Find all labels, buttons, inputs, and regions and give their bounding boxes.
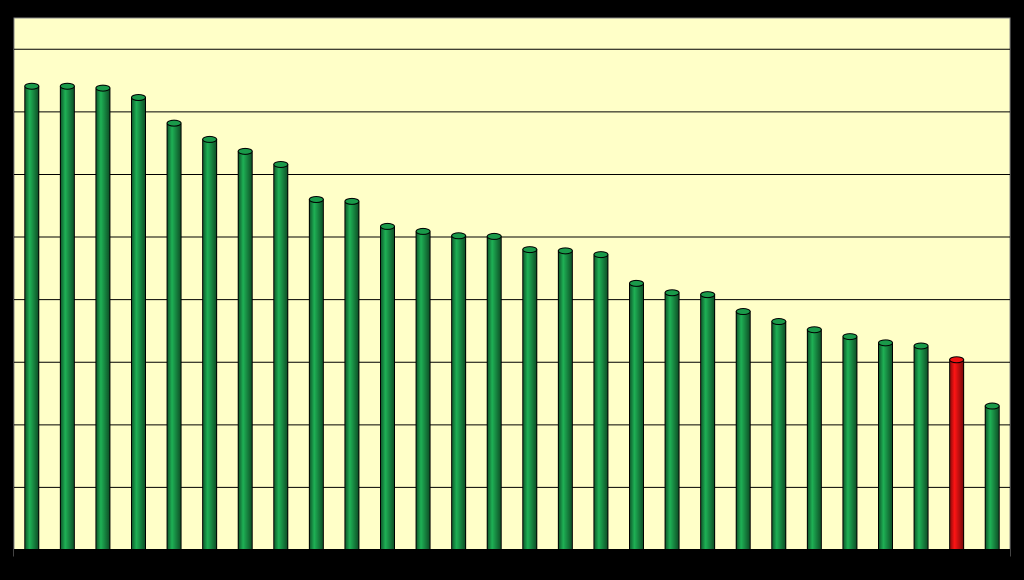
bar — [771, 321, 787, 551]
bar — [735, 311, 751, 551]
bar — [629, 282, 644, 551]
bar — [95, 87, 111, 551]
bar-cap — [700, 291, 716, 299]
bar-cap — [24, 82, 40, 90]
bar — [593, 254, 609, 551]
bar-cap — [344, 197, 360, 205]
bar-cap — [522, 246, 538, 254]
bar — [842, 336, 858, 551]
bar-cap — [913, 342, 929, 350]
bar-cap — [735, 308, 751, 316]
bar-cap — [771, 318, 787, 326]
bar-cap — [237, 147, 253, 155]
bar-cap — [949, 356, 965, 364]
bar — [984, 405, 1000, 551]
bar — [949, 359, 965, 551]
plot-area — [13, 17, 1011, 557]
bar-cap — [451, 232, 467, 240]
bar-cap — [273, 160, 289, 168]
bar-cap — [984, 402, 1000, 410]
bar — [24, 85, 40, 551]
bar-cap — [629, 279, 644, 287]
bar-cap — [202, 135, 218, 143]
bar — [913, 345, 929, 551]
bar — [451, 235, 467, 551]
bar-cap — [59, 82, 75, 90]
bar — [59, 85, 75, 551]
bar-cap — [842, 333, 858, 341]
bar-cap — [308, 196, 324, 204]
bar-cap — [664, 289, 680, 297]
bar — [557, 250, 573, 551]
floor — [14, 549, 1010, 557]
bar — [202, 138, 218, 551]
bar-cap — [131, 93, 146, 101]
bar — [344, 200, 360, 551]
bar — [237, 150, 253, 551]
bar — [415, 230, 431, 551]
bar-cap — [806, 326, 822, 334]
bar — [273, 163, 289, 551]
bar-cap — [415, 227, 431, 235]
bar — [522, 249, 538, 551]
bar-cap — [557, 247, 573, 255]
bar — [131, 96, 146, 551]
bar — [308, 199, 324, 551]
bar — [700, 294, 716, 551]
bar-cap — [166, 119, 182, 127]
bar-cap — [593, 251, 609, 259]
bar-cap — [95, 84, 111, 92]
bar — [486, 235, 502, 551]
bar — [664, 292, 680, 551]
bar — [380, 225, 395, 551]
bar — [166, 122, 182, 551]
bar-cap — [380, 222, 395, 230]
bar-cap — [486, 232, 502, 240]
bar-cap — [878, 339, 893, 347]
bar — [878, 342, 893, 551]
bar — [806, 329, 822, 551]
